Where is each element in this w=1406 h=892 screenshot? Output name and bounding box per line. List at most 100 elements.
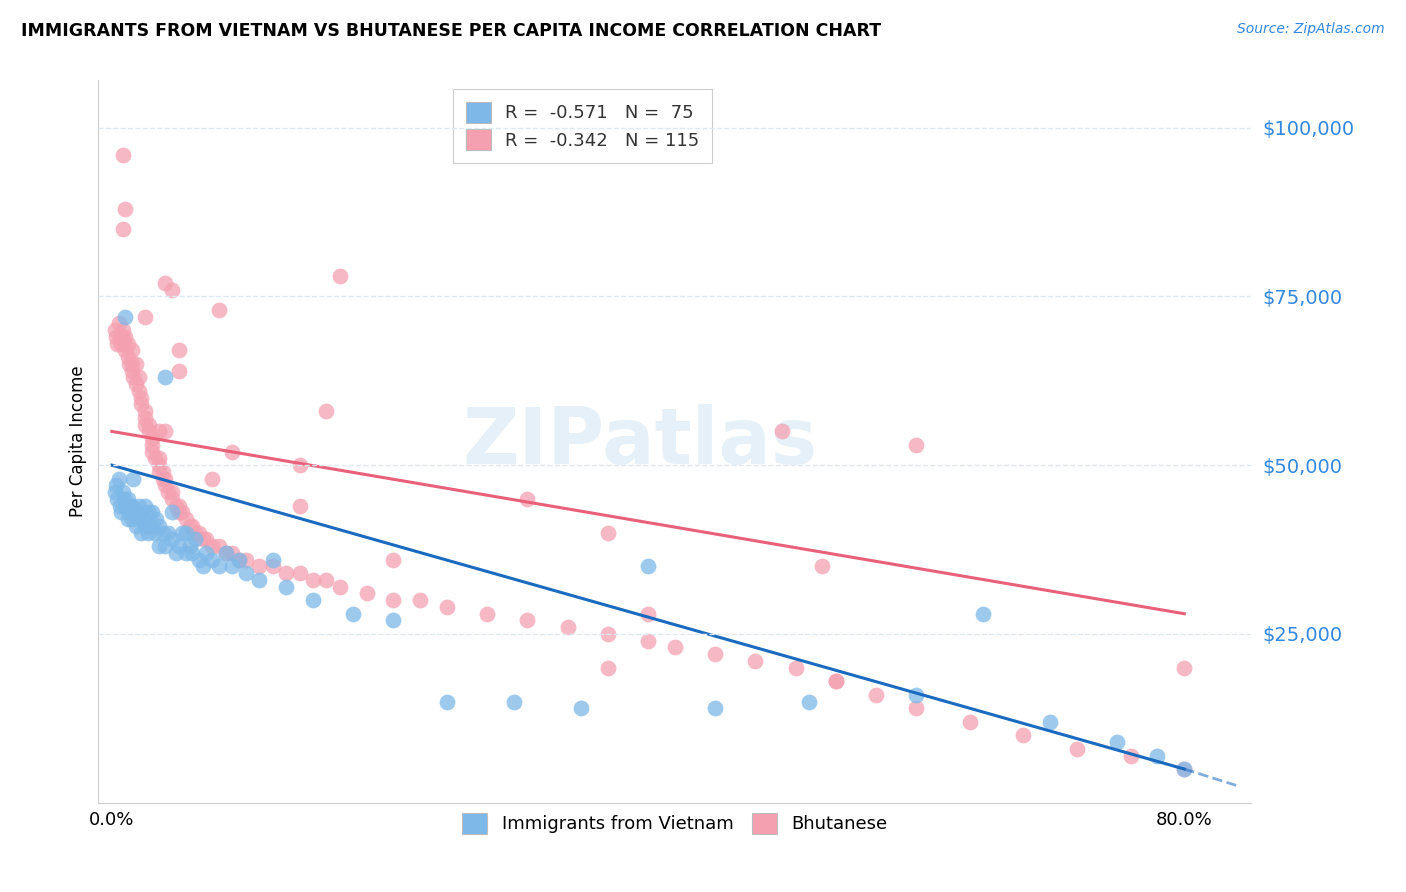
- Point: [155, 472, 177, 486]
- Point: [138, 505, 160, 519]
- Text: Source: ZipAtlas.com: Source: ZipAtlas.com: [1237, 22, 1385, 37]
- Point: [228, 552, 250, 566]
- Point: [167, 364, 190, 378]
- Point: [148, 465, 170, 479]
- Point: [174, 525, 197, 540]
- Point: [516, 614, 538, 628]
- Point: [117, 336, 139, 351]
- Point: [111, 222, 134, 236]
- Point: [174, 512, 197, 526]
- Point: [105, 336, 128, 351]
- Point: [148, 519, 170, 533]
- Text: IMMIGRANTS FROM VIETNAM VS BHUTANESE PER CAPITA INCOME CORRELATION CHART: IMMIGRANTS FROM VIETNAM VS BHUTANESE PER…: [21, 22, 882, 40]
- Point: [117, 491, 139, 506]
- Point: [188, 525, 211, 540]
- Point: [114, 330, 136, 344]
- Point: [117, 350, 139, 364]
- Point: [959, 714, 981, 729]
- Point: [160, 283, 183, 297]
- Point: [503, 694, 526, 708]
- Point: [637, 607, 659, 621]
- Point: [596, 525, 619, 540]
- Point: [104, 478, 127, 492]
- Point: [160, 533, 183, 547]
- Point: [436, 694, 458, 708]
- Point: [145, 512, 167, 526]
- Point: [143, 525, 166, 540]
- Point: [155, 539, 177, 553]
- Point: [342, 607, 364, 621]
- Point: [121, 343, 143, 358]
- Point: [215, 546, 238, 560]
- Point: [111, 485, 134, 500]
- Point: [128, 384, 150, 398]
- Point: [122, 472, 145, 486]
- Point: [181, 519, 204, 533]
- Legend: Immigrants from Vietnam, Bhutanese: Immigrants from Vietnam, Bhutanese: [451, 802, 898, 845]
- Point: [1173, 661, 1195, 675]
- Point: [112, 336, 135, 351]
- Point: [141, 438, 163, 452]
- Point: [329, 580, 352, 594]
- Point: [110, 505, 132, 519]
- Point: [797, 694, 820, 708]
- Point: [136, 525, 159, 540]
- Point: [824, 674, 846, 689]
- Point: [215, 546, 238, 560]
- Text: ZIPatlas: ZIPatlas: [463, 403, 818, 480]
- Point: [785, 661, 807, 675]
- Point: [152, 472, 174, 486]
- Point: [637, 559, 659, 574]
- Point: [865, 688, 887, 702]
- Point: [557, 620, 579, 634]
- Point: [117, 512, 139, 526]
- Point: [131, 505, 153, 519]
- Point: [235, 552, 257, 566]
- Point: [221, 546, 243, 560]
- Point: [114, 499, 136, 513]
- Point: [170, 525, 193, 540]
- Point: [167, 499, 190, 513]
- Point: [188, 552, 211, 566]
- Point: [811, 559, 834, 574]
- Point: [110, 336, 132, 351]
- Point: [382, 552, 405, 566]
- Point: [122, 370, 145, 384]
- Point: [160, 485, 183, 500]
- Point: [134, 404, 156, 418]
- Point: [221, 559, 243, 574]
- Point: [194, 533, 217, 547]
- Point: [191, 559, 214, 574]
- Point: [121, 499, 143, 513]
- Point: [128, 370, 150, 384]
- Point: [905, 701, 928, 715]
- Point: [191, 533, 214, 547]
- Point: [1039, 714, 1062, 729]
- Point: [128, 499, 150, 513]
- Point: [596, 661, 619, 675]
- Point: [114, 343, 136, 358]
- Point: [134, 411, 156, 425]
- Point: [118, 357, 141, 371]
- Point: [111, 330, 134, 344]
- Point: [138, 417, 160, 432]
- Point: [157, 525, 180, 540]
- Point: [152, 525, 174, 540]
- Point: [770, 425, 793, 439]
- Point: [148, 458, 170, 472]
- Point: [194, 546, 217, 560]
- Point: [170, 505, 193, 519]
- Point: [174, 546, 197, 560]
- Point: [111, 323, 134, 337]
- Point: [382, 614, 405, 628]
- Point: [288, 566, 311, 581]
- Point: [167, 343, 190, 358]
- Point: [221, 444, 243, 458]
- Point: [141, 444, 163, 458]
- Point: [201, 552, 224, 566]
- Point: [1107, 735, 1129, 749]
- Point: [160, 491, 183, 506]
- Point: [134, 519, 156, 533]
- Point: [262, 552, 284, 566]
- Point: [201, 472, 224, 486]
